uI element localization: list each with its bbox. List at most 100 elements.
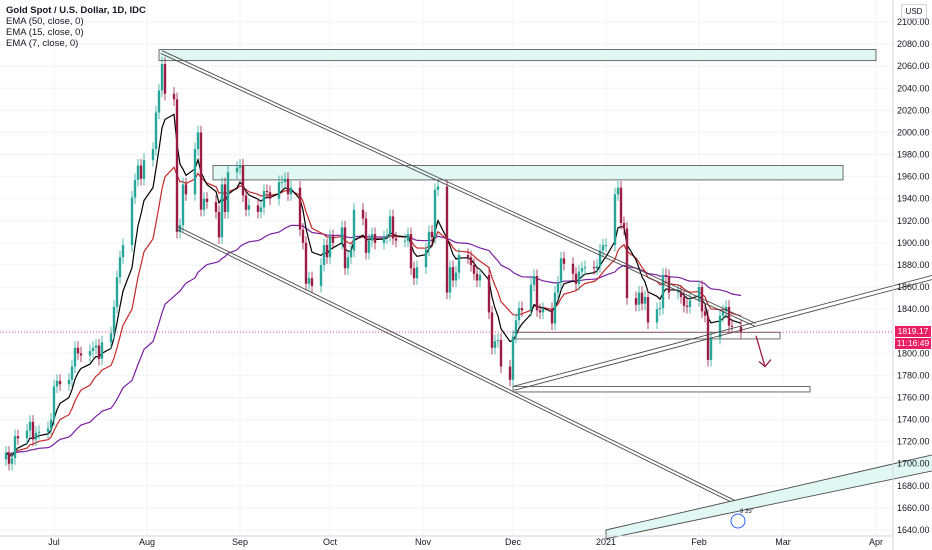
candle-body[interactable] bbox=[577, 271, 581, 284]
candle-body[interactable] bbox=[289, 187, 293, 195]
candle-body[interactable] bbox=[634, 298, 638, 305]
candle-body[interactable] bbox=[454, 272, 458, 281]
descending-channel-bottom[interactable] bbox=[176, 225, 751, 509]
candle-body[interactable] bbox=[97, 345, 101, 359]
candle-body[interactable] bbox=[580, 268, 584, 272]
legend-ema15[interactable]: EMA (15, close, 0) bbox=[6, 27, 84, 38]
candle-body[interactable] bbox=[706, 315, 710, 360]
candle-body[interactable] bbox=[199, 132, 203, 210]
candle-body[interactable] bbox=[178, 225, 182, 232]
candle-body[interactable] bbox=[280, 182, 284, 184]
descending-channel-top-edge[interactable] bbox=[160, 53, 755, 327]
candle-body[interactable] bbox=[739, 326, 743, 333]
candle-body[interactable] bbox=[472, 264, 476, 274]
resistance-zone[interactable] bbox=[212, 165, 844, 181]
candle-body[interactable] bbox=[16, 436, 20, 439]
candle-body[interactable] bbox=[682, 296, 686, 306]
candle-body[interactable] bbox=[46, 428, 50, 432]
candle-body[interactable] bbox=[136, 165, 140, 180]
candle-body[interactable] bbox=[49, 419, 53, 429]
candle-body[interactable] bbox=[574, 273, 578, 284]
candle-body[interactable] bbox=[94, 345, 98, 348]
ema15-line[interactable] bbox=[5, 166, 742, 456]
candle-body[interactable] bbox=[319, 264, 323, 286]
candle-body[interactable] bbox=[7, 452, 11, 464]
candle-body[interactable] bbox=[286, 178, 290, 195]
candle-body[interactable] bbox=[601, 245, 605, 251]
forecast-arrow-head[interactable] bbox=[758, 359, 772, 368]
candle-body[interactable] bbox=[37, 431, 41, 433]
event-badge-icon[interactable] bbox=[730, 513, 746, 529]
candle-body[interactable] bbox=[349, 250, 353, 258]
candle-body[interactable] bbox=[700, 287, 704, 312]
candle-body[interactable] bbox=[112, 306, 116, 334]
candle-body[interactable] bbox=[262, 190, 266, 208]
candle-body[interactable] bbox=[496, 340, 500, 342]
candle-body[interactable] bbox=[493, 341, 497, 348]
candle-body[interactable] bbox=[541, 309, 545, 313]
candle-body[interactable] bbox=[553, 292, 557, 324]
candle-body[interactable] bbox=[448, 267, 452, 293]
ema7-line[interactable] bbox=[5, 113, 742, 457]
candle-body[interactable] bbox=[490, 312, 494, 348]
candle-body[interactable] bbox=[433, 189, 437, 238]
candle-body[interactable] bbox=[58, 380, 62, 385]
candle-body[interactable] bbox=[202, 198, 206, 210]
candle-body[interactable] bbox=[175, 99, 179, 232]
candle-body[interactable] bbox=[445, 186, 449, 293]
candle-body[interactable] bbox=[193, 149, 197, 195]
candle-body[interactable] bbox=[184, 184, 188, 195]
forecast-arrow[interactable] bbox=[755, 335, 766, 367]
candle-body[interactable] bbox=[613, 194, 617, 246]
candle-body[interactable] bbox=[646, 296, 650, 323]
candle-body[interactable] bbox=[514, 320, 518, 337]
candle-body[interactable] bbox=[427, 231, 431, 250]
candle-body[interactable] bbox=[571, 263, 575, 274]
candle-body[interactable] bbox=[301, 229, 305, 243]
candle-body[interactable] bbox=[154, 112, 158, 149]
candle-body[interactable] bbox=[298, 187, 302, 230]
candle-body[interactable] bbox=[88, 351, 92, 356]
candle-body[interactable] bbox=[76, 347, 80, 354]
ema50-line[interactable] bbox=[5, 224, 742, 454]
candle-body[interactable] bbox=[424, 249, 428, 268]
candle-body[interactable] bbox=[118, 257, 122, 278]
candle-body[interactable] bbox=[409, 234, 413, 269]
candle-body[interactable] bbox=[364, 218, 368, 253]
candle-body[interactable] bbox=[562, 258, 566, 264]
candle-body[interactable] bbox=[616, 187, 620, 195]
candle-body[interactable] bbox=[196, 132, 200, 149]
candle-body[interactable] bbox=[727, 306, 731, 326]
candle-body[interactable] bbox=[730, 325, 734, 327]
candle-body[interactable] bbox=[385, 235, 389, 238]
candle-body[interactable] bbox=[214, 202, 218, 212]
candle-body[interactable] bbox=[331, 236, 335, 243]
candle-body[interactable] bbox=[394, 238, 398, 241]
candle-body[interactable] bbox=[592, 267, 596, 269]
candle-body[interactable] bbox=[172, 93, 176, 100]
candle-body[interactable] bbox=[703, 311, 707, 316]
candle-body[interactable] bbox=[667, 276, 671, 293]
candle-body[interactable] bbox=[10, 458, 14, 464]
ascending-trendline[interactable] bbox=[512, 242, 932, 387]
candle-body[interactable] bbox=[259, 207, 263, 212]
symbol-title[interactable]: Gold Spot / U.S. Dollar, 1D, IDC bbox=[6, 5, 146, 16]
candle-body[interactable] bbox=[217, 211, 221, 238]
candle-body[interactable] bbox=[487, 274, 491, 313]
candle-body[interactable] bbox=[142, 160, 146, 179]
candle-body[interactable] bbox=[475, 273, 479, 281]
candle-body[interactable] bbox=[559, 258, 563, 283]
candle-body[interactable] bbox=[247, 205, 251, 210]
candle-body[interactable] bbox=[451, 267, 455, 281]
candle-body[interactable] bbox=[688, 300, 692, 307]
candle-body[interactable] bbox=[583, 267, 587, 269]
currency-label[interactable]: USD bbox=[901, 4, 927, 19]
candle-body[interactable] bbox=[28, 421, 32, 431]
candle-body[interactable] bbox=[163, 63, 167, 94]
candle-body[interactable] bbox=[412, 268, 416, 279]
candle-body[interactable] bbox=[73, 347, 77, 367]
candle-body[interactable] bbox=[352, 209, 356, 251]
candle-body[interactable] bbox=[535, 276, 539, 311]
candle-body[interactable] bbox=[676, 291, 680, 293]
